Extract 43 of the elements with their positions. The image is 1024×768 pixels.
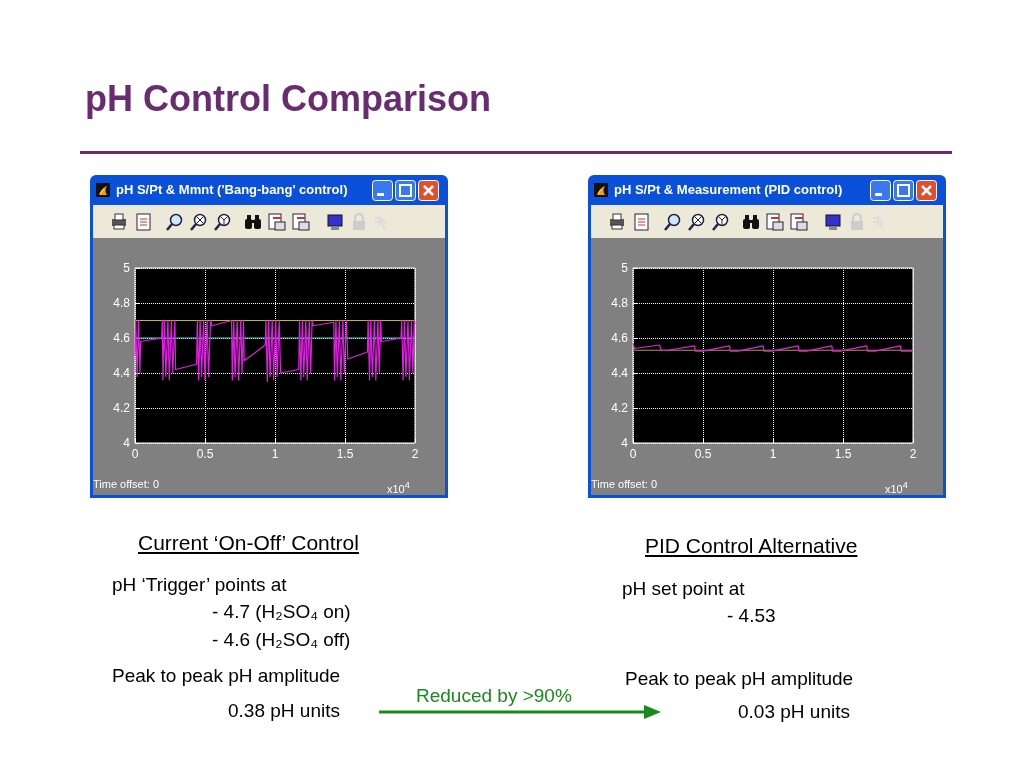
text: - 4.6 (H₂SO₄ off) (212, 629, 351, 651)
x-tick-label: 0.5 (196, 447, 214, 461)
text: Peak to peak pH amplitude (112, 665, 341, 687)
x-tick-label: 0.5 (694, 447, 712, 461)
text: Reduced by >90% (416, 685, 572, 707)
y-tick-label: 4.2 (611, 401, 629, 415)
y-tick-label: 4.6 (611, 331, 629, 345)
line-series (632, 342, 914, 352)
y-tick-label: 4.4 (113, 366, 131, 380)
text: pH ‘Trigger’ points at (112, 574, 287, 596)
y-tick-label: 5 (123, 261, 131, 275)
y-tick-label: 4.4 (611, 366, 629, 380)
x-tick-label: 1 (769, 447, 777, 461)
x-tick-label: 1.5 (834, 447, 852, 461)
x-tick-label: 1.5 (336, 447, 354, 461)
y-tick-label: 4 (123, 436, 131, 450)
text: - 4.53 (727, 605, 776, 627)
chart-title: pH S/Pt & Measurement (PID control) (613, 181, 844, 199)
y-tick-label: 4 (621, 436, 629, 450)
x-tick-label: 2 (909, 447, 917, 461)
x-tick-label: 1 (271, 447, 279, 461)
x-tick-label: 2 (411, 447, 419, 461)
y-tick-label: 4.8 (611, 296, 629, 310)
text: - 4.7 (H₂SO₄ on) (212, 601, 351, 623)
y-tick-label: 4.6 (113, 331, 131, 345)
text: x10$^{4}$ (387, 480, 410, 495)
text: pH set point at (622, 578, 745, 600)
text: Time offset: 0 (93, 478, 160, 490)
x-tick-label: 0 (629, 447, 637, 461)
text: Peak to peak pH amplitude (625, 668, 854, 690)
y-tick-label: 4.8 (113, 296, 131, 310)
text: Time offset: 0 (591, 478, 658, 490)
text: 0.38 pH units (228, 700, 340, 722)
chart-title: pH S/Pt & Mmnt ('Bang-bang' control) (115, 181, 349, 199)
line-series (134, 319, 416, 383)
x-tick-label: 0 (131, 447, 139, 461)
text: PID Control Alternative (645, 534, 858, 558)
text: Current ‘On-Off’ Control (138, 531, 359, 555)
y-tick-label: 5 (621, 261, 629, 275)
y-tick-label: 4.2 (113, 401, 131, 415)
text: 0.03 pH units (738, 701, 850, 723)
text: pH Control Comparison (85, 78, 491, 120)
text: x10$^{4}$ (885, 480, 908, 495)
